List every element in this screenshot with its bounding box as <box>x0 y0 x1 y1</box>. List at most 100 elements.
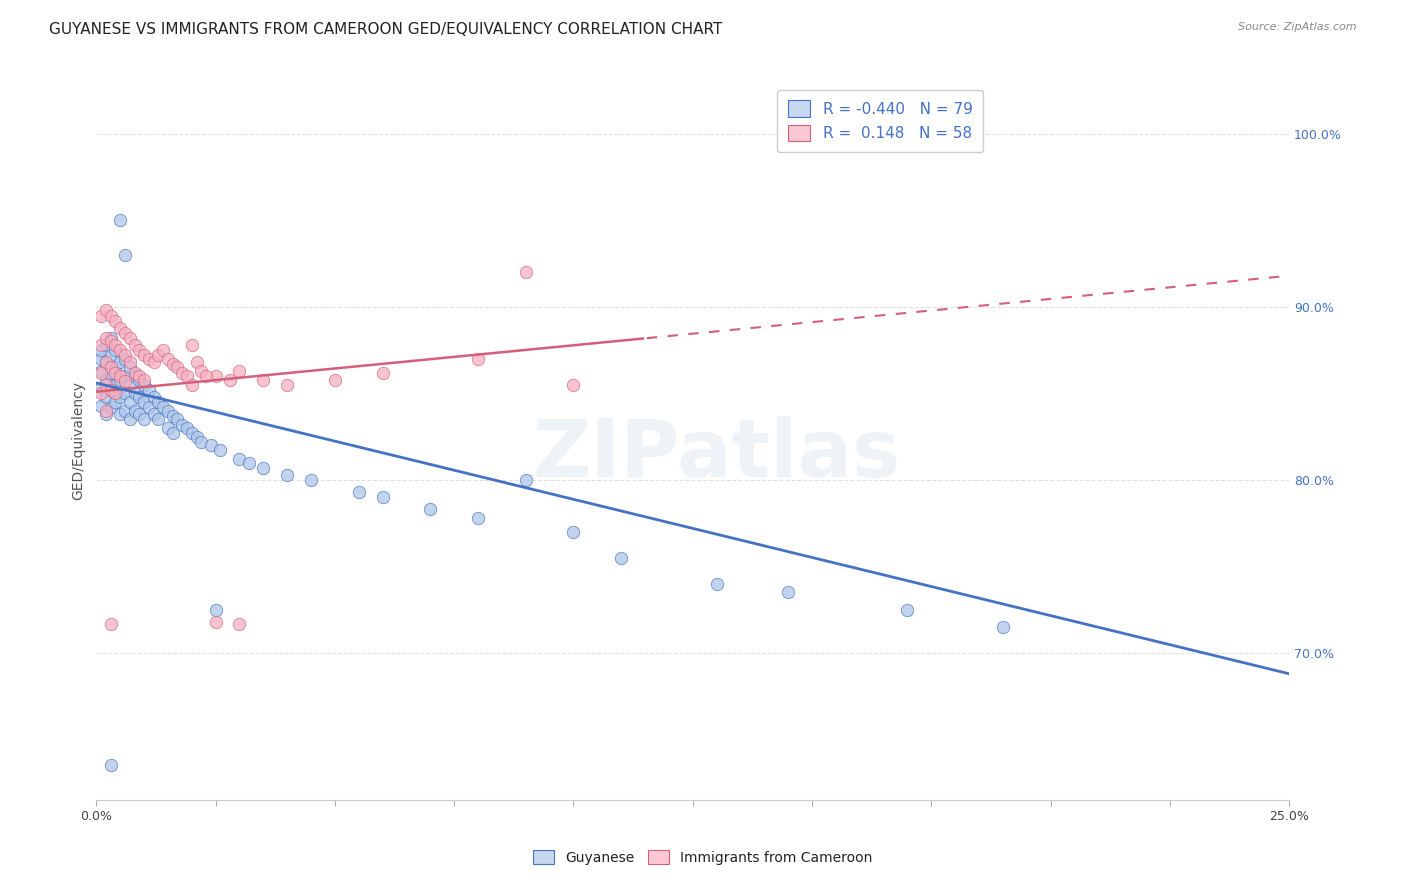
Point <box>186 430 208 444</box>
Point <box>252 460 274 475</box>
Point <box>128 407 150 421</box>
Point <box>180 426 202 441</box>
Point <box>90 386 112 401</box>
Point <box>778 585 800 599</box>
Point <box>108 213 131 227</box>
Point <box>219 373 242 387</box>
Point <box>128 373 150 387</box>
Point <box>323 373 346 387</box>
Point <box>124 366 146 380</box>
Point <box>162 409 184 423</box>
Point <box>204 369 226 384</box>
Point <box>204 603 226 617</box>
Point <box>162 426 184 441</box>
Point <box>114 351 136 366</box>
Point <box>347 485 370 500</box>
Point <box>90 338 112 352</box>
Point <box>148 412 170 426</box>
Point <box>104 314 127 328</box>
Point <box>94 407 117 421</box>
Point <box>195 369 218 384</box>
Point <box>100 348 122 362</box>
Point <box>108 355 131 369</box>
Point <box>100 334 122 349</box>
Point <box>114 386 136 401</box>
Point <box>515 473 537 487</box>
Point <box>562 377 585 392</box>
Point <box>90 309 112 323</box>
Point <box>186 355 208 369</box>
Point <box>128 343 150 358</box>
Text: Source: ZipAtlas.com: Source: ZipAtlas.com <box>1239 22 1357 32</box>
Point <box>114 369 136 384</box>
Point <box>228 452 250 467</box>
Point <box>118 355 141 369</box>
Point <box>228 616 250 631</box>
Point <box>118 377 141 392</box>
Point <box>132 412 155 426</box>
Point <box>100 366 122 380</box>
Point <box>118 395 141 409</box>
Point <box>90 366 112 380</box>
Point <box>94 331 117 345</box>
Point <box>162 357 184 371</box>
Point <box>166 360 188 375</box>
Point <box>124 369 146 384</box>
Point <box>138 351 160 366</box>
Y-axis label: GED/Equivalency: GED/Equivalency <box>72 382 86 500</box>
Point <box>94 373 117 387</box>
Point <box>156 403 179 417</box>
Point <box>114 348 136 362</box>
Point <box>148 395 170 409</box>
Point <box>132 395 155 409</box>
Point <box>371 366 394 380</box>
Point <box>118 331 141 345</box>
Point <box>114 248 136 262</box>
Point <box>90 364 112 378</box>
Point <box>276 377 298 392</box>
Point <box>104 366 127 380</box>
Point <box>515 265 537 279</box>
Point <box>299 473 322 487</box>
Point <box>108 369 131 384</box>
Point <box>132 373 155 387</box>
Point <box>114 326 136 340</box>
Point <box>94 390 117 404</box>
Point <box>124 386 146 401</box>
Point <box>156 351 179 366</box>
Point <box>132 377 155 392</box>
Point <box>114 374 136 388</box>
Legend: Guyanese, Immigrants from Cameroon: Guyanese, Immigrants from Cameroon <box>526 843 880 871</box>
Point <box>124 338 146 352</box>
Point <box>100 758 122 772</box>
Point <box>166 412 188 426</box>
Point <box>114 403 136 417</box>
Point <box>100 360 122 375</box>
Point <box>238 456 260 470</box>
Point <box>104 338 127 352</box>
Point <box>371 490 394 504</box>
Text: GUYANESE VS IMMIGRANTS FROM CAMEROON GED/EQUIVALENCY CORRELATION CHART: GUYANESE VS IMMIGRANTS FROM CAMEROON GED… <box>49 22 723 37</box>
Point <box>419 502 441 516</box>
Point <box>180 377 202 392</box>
Point <box>128 369 150 384</box>
Point <box>108 407 131 421</box>
Point <box>896 603 918 617</box>
Point <box>209 443 232 458</box>
Point <box>90 399 112 413</box>
Point <box>104 343 127 358</box>
Point <box>90 343 112 358</box>
Point <box>148 348 170 362</box>
Point <box>204 615 226 629</box>
Point <box>562 524 585 539</box>
Point <box>467 351 489 366</box>
Point <box>276 467 298 482</box>
Point <box>132 348 155 362</box>
Legend: R = -0.440   N = 79, R =  0.148   N = 58: R = -0.440 N = 79, R = 0.148 N = 58 <box>778 89 983 152</box>
Point <box>124 403 146 417</box>
Point <box>108 390 131 404</box>
Point <box>138 401 160 415</box>
Point <box>180 338 202 352</box>
Text: ZIPatlas: ZIPatlas <box>533 417 901 494</box>
Point <box>190 434 212 449</box>
